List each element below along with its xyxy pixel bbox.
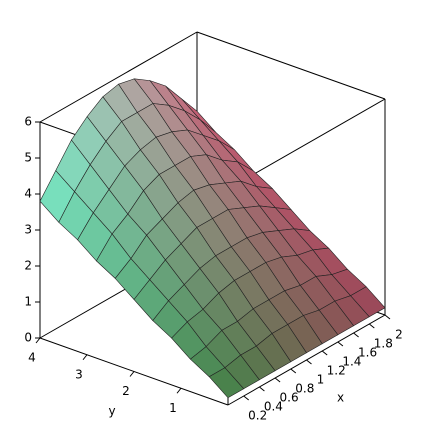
x-axis-label: x bbox=[337, 391, 344, 405]
z-tick-label: 6 bbox=[24, 115, 32, 129]
z-tick-label: 2 bbox=[24, 259, 32, 273]
x-tick-label: 1 bbox=[317, 373, 325, 387]
y-tick-label: 1 bbox=[169, 401, 177, 415]
box-edge bbox=[39, 31, 198, 123]
y-axis-label: y bbox=[108, 404, 115, 418]
x-tick-label: 0.6 bbox=[280, 391, 299, 405]
x-tick-label: 0.8 bbox=[295, 382, 314, 396]
x-tick bbox=[353, 332, 359, 338]
x-tick-label: 0.4 bbox=[264, 400, 283, 414]
x-tick-label: 0.2 bbox=[248, 409, 267, 423]
x-tick bbox=[384, 314, 391, 320]
box-edge bbox=[196, 31, 386, 100]
y-tick bbox=[35, 337, 41, 344]
surface-patch bbox=[208, 367, 245, 399]
x-tick-label: 1.2 bbox=[327, 364, 346, 378]
y-tick-label: 4 bbox=[28, 351, 36, 365]
x-tick bbox=[306, 359, 312, 365]
y-tick-label: 3 bbox=[75, 367, 83, 381]
z-tick-label: 1 bbox=[24, 295, 32, 309]
x-tick-label: 2 bbox=[395, 328, 403, 342]
z-tick-label: 4 bbox=[24, 187, 32, 201]
y-tick bbox=[82, 354, 88, 361]
x-tick bbox=[290, 368, 297, 374]
z-tick-label: 3 bbox=[24, 223, 32, 237]
x-tick bbox=[274, 377, 281, 383]
x-tick-label: 1.8 bbox=[374, 337, 393, 351]
y-tick bbox=[129, 371, 135, 377]
z-tick-label: 5 bbox=[24, 151, 32, 165]
x-tick bbox=[259, 386, 265, 392]
y-tick bbox=[176, 387, 182, 394]
x-tick bbox=[243, 395, 250, 401]
x-tick-label: 1.4 bbox=[342, 355, 361, 369]
x-tick bbox=[368, 323, 375, 329]
x-tick-label: 1.6 bbox=[358, 346, 377, 360]
z-tick-label: 0 bbox=[24, 331, 32, 345]
y-tick-label: 2 bbox=[122, 384, 130, 398]
x-tick bbox=[337, 341, 344, 347]
x-tick bbox=[321, 350, 328, 356]
